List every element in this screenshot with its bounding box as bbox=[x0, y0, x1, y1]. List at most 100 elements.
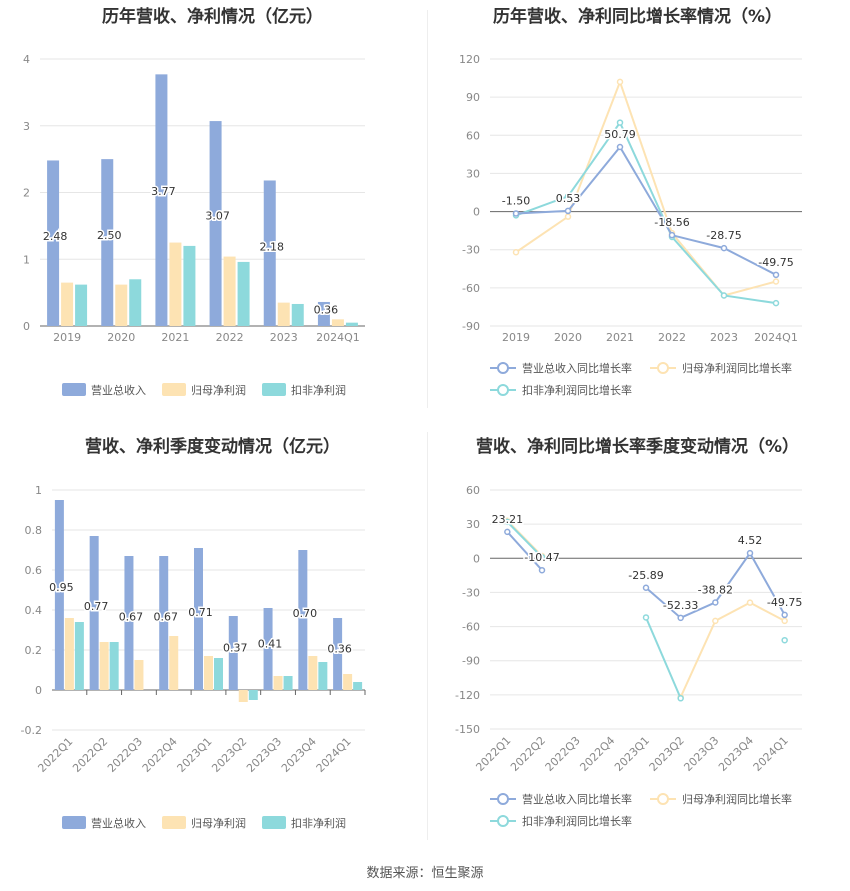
data-label: 50.79 bbox=[604, 128, 636, 141]
bar-1 bbox=[277, 302, 290, 326]
bar-2 bbox=[318, 662, 328, 690]
point-2 bbox=[538, 553, 546, 561]
data-label: 0.77 bbox=[84, 600, 109, 613]
point-0 bbox=[564, 207, 572, 215]
y-tick-label: -0.2 bbox=[21, 724, 42, 737]
x-tick-label: 2022Q4 bbox=[577, 734, 617, 774]
bar-1 bbox=[343, 674, 353, 690]
bar-2 bbox=[283, 676, 293, 690]
x-tick-label: 2023Q1 bbox=[175, 735, 215, 775]
series-line-0 bbox=[515, 145, 777, 276]
legend-label: 归母净利润 bbox=[191, 816, 246, 830]
x-tick-label: 2022Q4 bbox=[140, 735, 180, 775]
legend-swatch bbox=[262, 383, 286, 396]
legend-label: 营业总收入 bbox=[91, 383, 146, 397]
y-tick-label: 0 bbox=[473, 552, 480, 565]
y-tick-label: 0 bbox=[23, 320, 30, 333]
x-tick-label: 2021 bbox=[161, 331, 189, 344]
series-line-0 bbox=[506, 531, 543, 571]
bar-2 bbox=[291, 303, 304, 326]
point-2 bbox=[564, 193, 572, 200]
legend-swatch bbox=[162, 383, 186, 396]
data-label: 0.37 bbox=[223, 642, 248, 655]
point-0 bbox=[720, 244, 728, 252]
data-label: 0.36 bbox=[327, 643, 352, 656]
y-tick-label: -30 bbox=[462, 586, 480, 599]
point-1 bbox=[781, 617, 788, 625]
quarterly-bar-chart: -0.2 0 0.2 0.4 0.6 0.8 1 2022Q12022Q22022Q32022… bbox=[21, 484, 366, 830]
y-tick-label: 30 bbox=[466, 518, 480, 531]
legend-marker bbox=[657, 362, 669, 374]
legend-label: 扣非净利润 bbox=[291, 383, 346, 397]
bar-1 bbox=[169, 242, 182, 326]
point-1 bbox=[512, 249, 520, 256]
x-tick-label: 2023Q4 bbox=[279, 735, 319, 775]
x-tick-label: 2023Q2 bbox=[209, 735, 249, 775]
bar-0 bbox=[155, 74, 168, 326]
bar-2 bbox=[75, 284, 88, 326]
data-label: -18.56 bbox=[654, 216, 689, 229]
x-tick-label: 2024Q1 bbox=[751, 734, 791, 774]
point-2 bbox=[642, 614, 650, 621]
y-tick-label: 3 bbox=[23, 120, 30, 133]
data-label: 3.77 bbox=[151, 185, 176, 198]
y-tick-label: 30 bbox=[466, 167, 480, 180]
bar-0 bbox=[89, 536, 99, 690]
y-tick-label: -90 bbox=[462, 655, 480, 668]
bar-2 bbox=[345, 322, 358, 326]
bar-1 bbox=[204, 656, 213, 690]
y-tick-label: -60 bbox=[462, 282, 480, 295]
panel-quarterly-growth: 营收、净利同比增长率季度变动情况（%） -150 -120 -90 -60 -30 0 30… bbox=[425, 430, 850, 860]
divider-top bbox=[427, 10, 428, 408]
x-tick-label: 2022Q3 bbox=[543, 734, 583, 774]
bar-0 bbox=[124, 556, 134, 690]
x-tick-label: 2024Q1 bbox=[316, 331, 360, 344]
bar-2 bbox=[129, 279, 142, 326]
quarterly-growth-chart: -150 -120 -90 -60 -30 0 30 60 2022Q12022Q22022Q3… bbox=[455, 484, 804, 828]
point-0 bbox=[616, 143, 624, 151]
legend-swatch bbox=[162, 816, 186, 829]
y-tick-label: 60 bbox=[466, 484, 480, 497]
bar-0 bbox=[47, 160, 60, 326]
data-label: 0.36 bbox=[314, 304, 339, 317]
point-0 bbox=[512, 210, 520, 217]
bar-0 bbox=[317, 301, 330, 326]
x-tick-label: 2023Q3 bbox=[681, 734, 721, 774]
bar-0 bbox=[298, 550, 308, 690]
bar-2 bbox=[214, 658, 223, 690]
y-tick-label: 1 bbox=[35, 484, 42, 497]
x-tick-label: 2022 bbox=[658, 331, 686, 344]
bar-0 bbox=[209, 121, 222, 326]
data-label: -28.75 bbox=[706, 229, 741, 242]
data-label: 0.41 bbox=[258, 637, 283, 650]
bar-1 bbox=[115, 284, 128, 326]
legend-marker bbox=[497, 815, 509, 827]
panel-annual-growth: 历年营收、净利同比增长率情况（%） -90 -60 -30 0 30 60 90 120 201… bbox=[425, 0, 850, 430]
data-label: 0.53 bbox=[556, 192, 581, 205]
point-1 bbox=[712, 617, 719, 625]
legend-marker bbox=[497, 362, 509, 374]
data-label: -49.75 bbox=[767, 596, 802, 609]
bar-2 bbox=[248, 690, 258, 700]
bar-1 bbox=[169, 636, 179, 690]
data-label: -1.50 bbox=[502, 194, 530, 207]
legend-label: 营业总收入 bbox=[91, 816, 146, 830]
data-label: -49.75 bbox=[758, 256, 793, 269]
point-1 bbox=[616, 78, 624, 86]
point-0 bbox=[677, 614, 684, 622]
bar-1 bbox=[238, 690, 248, 702]
legend-label: 营业总收入同比增长率 bbox=[522, 361, 632, 375]
x-tick-label: 2021 bbox=[606, 331, 634, 344]
y-tick-label: 60 bbox=[466, 129, 480, 142]
x-tick-label: 2022Q1 bbox=[473, 734, 513, 774]
y-tick-label: 2 bbox=[23, 187, 30, 200]
series-line-2 bbox=[645, 617, 682, 699]
data-label: 4.52 bbox=[738, 534, 763, 547]
bar-1 bbox=[308, 656, 318, 690]
point-0 bbox=[504, 528, 511, 536]
y-tick-label: -30 bbox=[462, 244, 480, 257]
point-2 bbox=[720, 292, 728, 299]
data-label: 0.95 bbox=[49, 581, 74, 594]
legend-label: 归母净利润 bbox=[191, 383, 246, 397]
bar-1 bbox=[61, 282, 74, 326]
